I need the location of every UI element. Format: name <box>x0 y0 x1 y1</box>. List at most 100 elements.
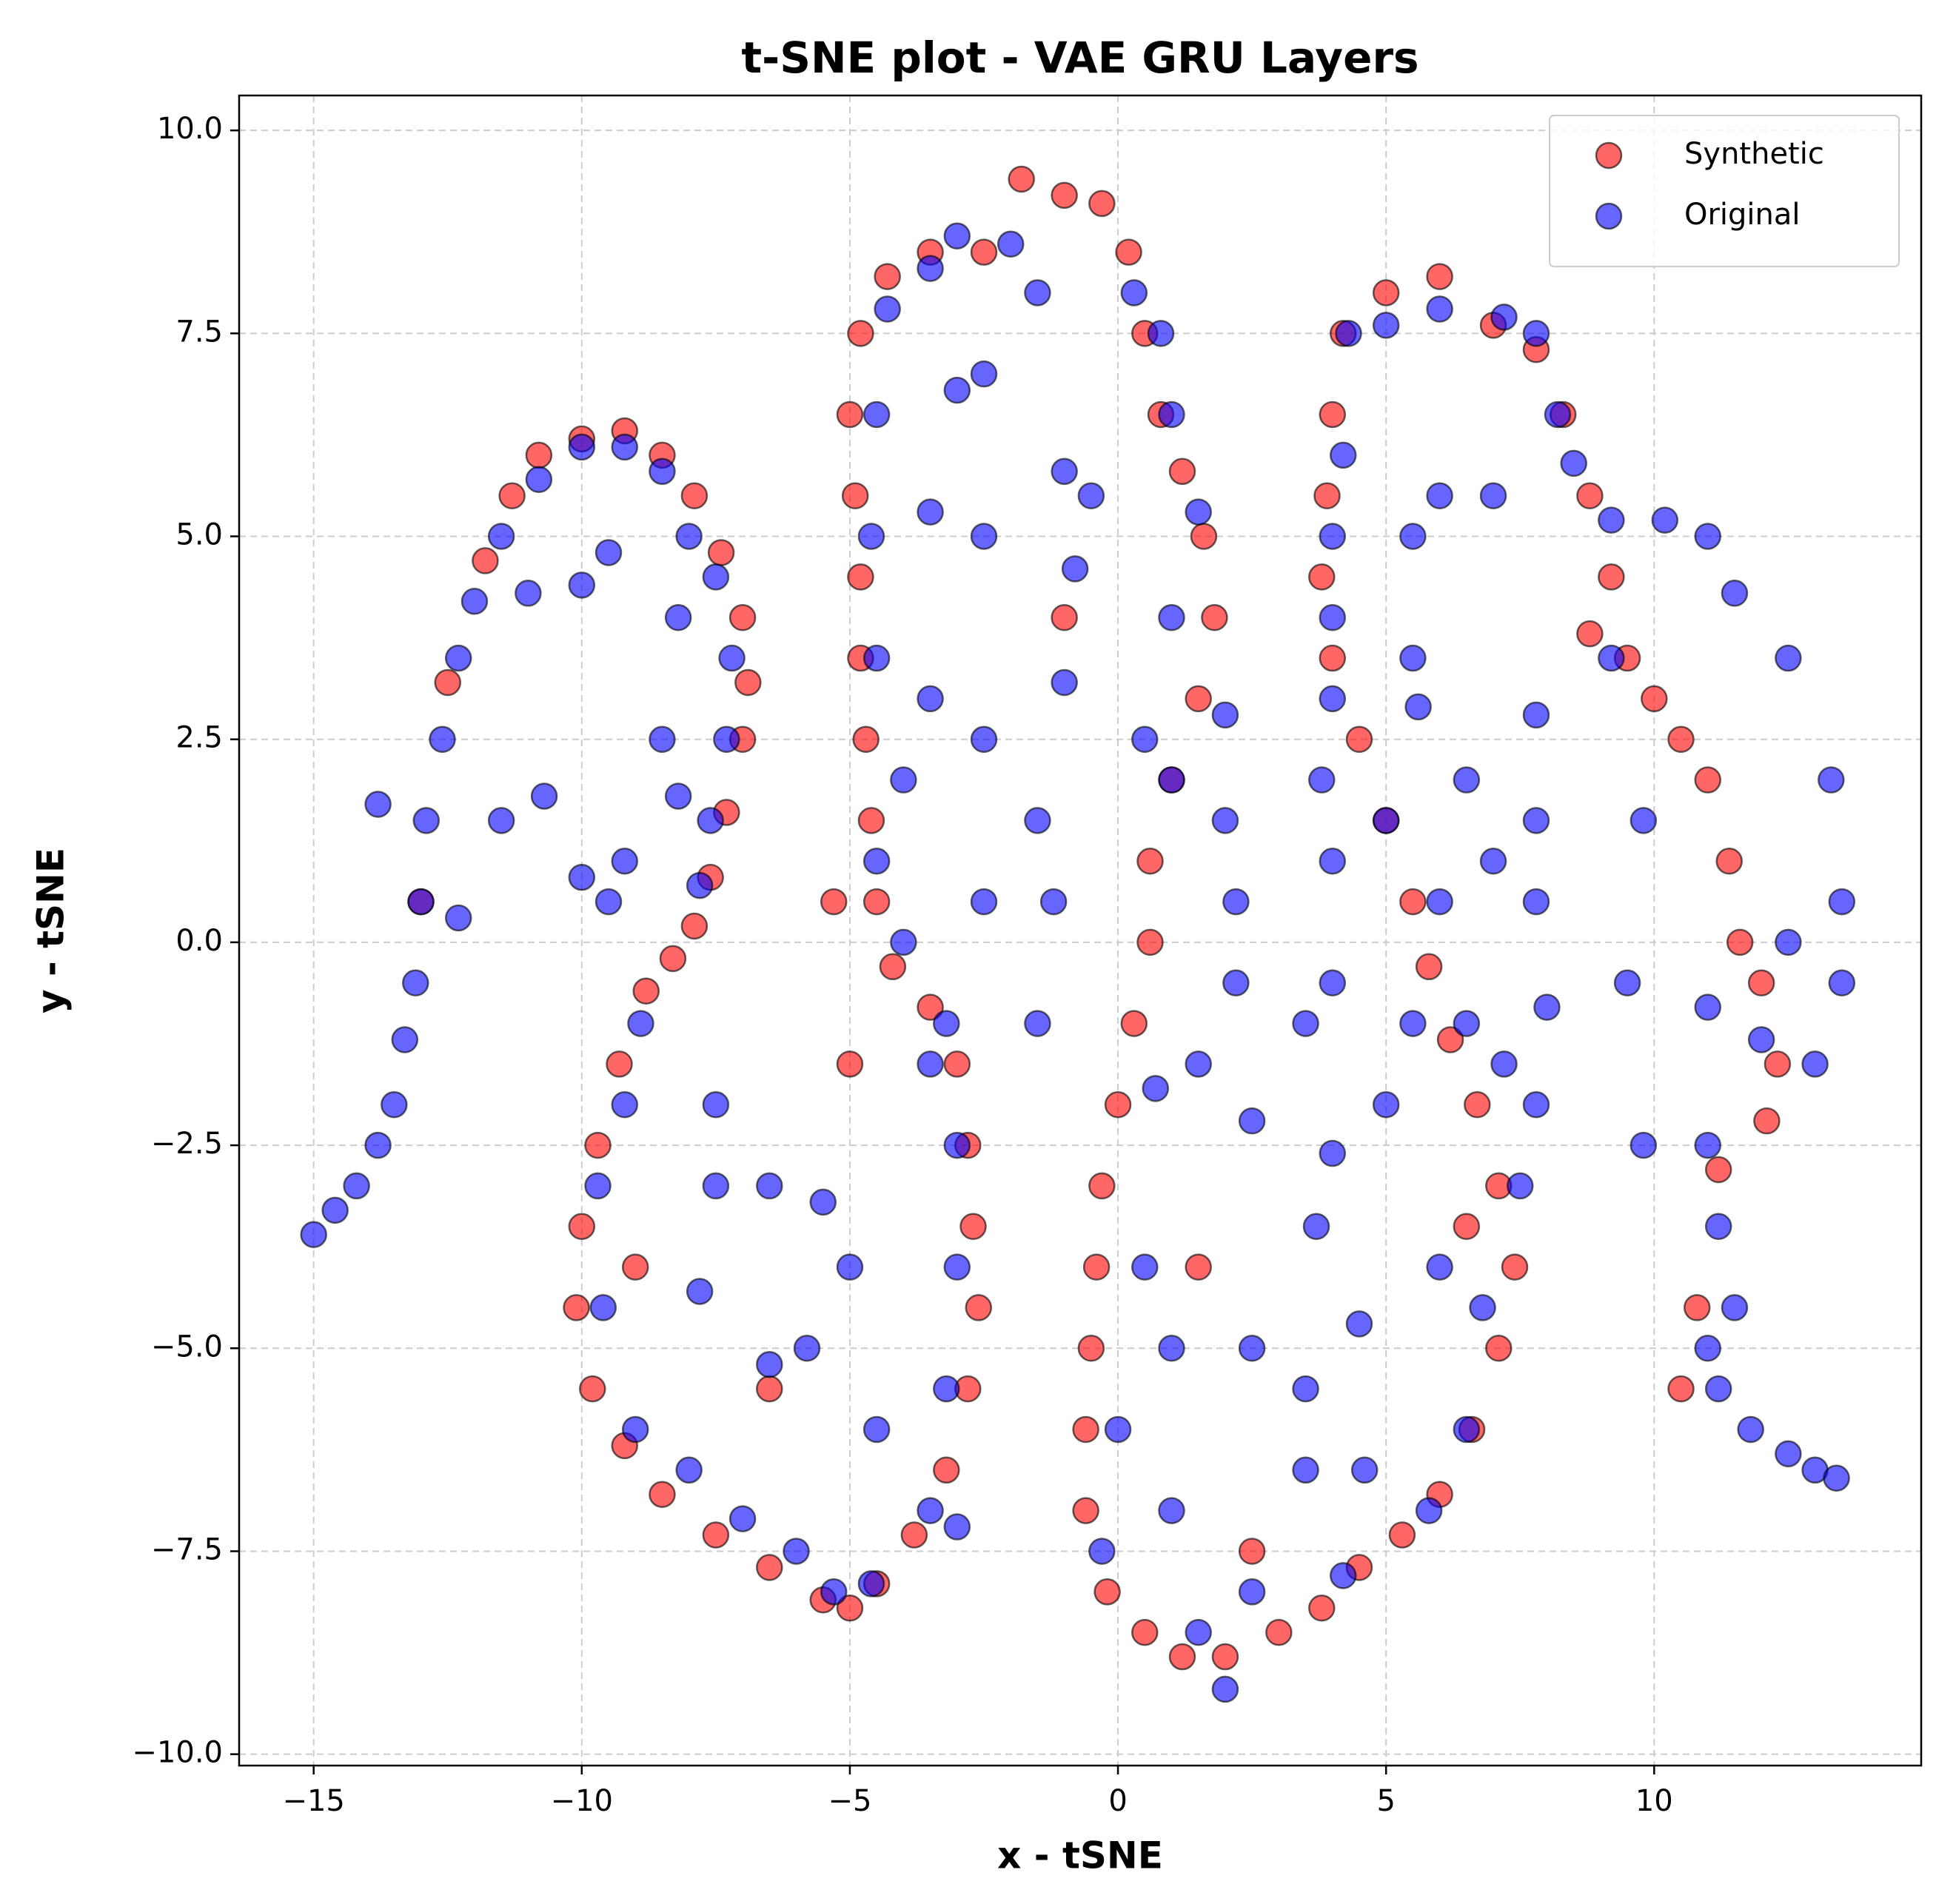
scatter-point <box>847 563 874 591</box>
scatter-point <box>847 320 874 347</box>
scatter-point <box>1426 888 1453 916</box>
scatter-point <box>697 807 724 834</box>
scatter-point <box>1120 279 1148 306</box>
scatter-point <box>664 782 692 810</box>
scatter-point <box>1372 807 1400 834</box>
scatter-point <box>1292 1010 1319 1037</box>
y-tick-label: 2.5 <box>175 721 223 755</box>
scatter-point <box>1077 482 1105 509</box>
scatter-point <box>621 1253 649 1281</box>
marks <box>300 165 1856 1703</box>
scatter-point <box>879 953 907 981</box>
scatter-point <box>444 904 472 932</box>
scatter-point <box>1131 1253 1159 1281</box>
scatter-point <box>718 644 746 672</box>
scatter-point <box>1507 1172 1534 1200</box>
scatter-point <box>1211 701 1239 729</box>
scatter-point <box>1667 725 1695 753</box>
scatter-point <box>343 1172 370 1200</box>
scatter-point <box>407 888 435 916</box>
scatter-point <box>756 1172 783 1200</box>
scatter-point <box>1238 1538 1266 1565</box>
scatter-point <box>364 791 392 818</box>
scatter-point <box>863 400 891 429</box>
scatter-point <box>836 400 864 429</box>
scatter-point <box>734 668 762 697</box>
scatter-point <box>1598 506 1625 534</box>
scatter-point <box>1629 1131 1658 1159</box>
scatter-point <box>852 725 880 753</box>
scatter-point <box>836 1253 864 1281</box>
scatter-point <box>487 523 515 550</box>
scatter-point <box>713 725 740 753</box>
scatter-point <box>1024 1010 1051 1037</box>
scatter-point <box>1388 1521 1416 1549</box>
scatter-point <box>965 1294 993 1321</box>
scatter-point <box>1404 693 1432 721</box>
y-tick-label: 10.0 <box>157 112 223 146</box>
scatter-point <box>627 1010 654 1037</box>
scatter-point <box>1715 847 1743 875</box>
scatter-point <box>1694 993 1721 1021</box>
scatter-point <box>1292 1375 1319 1403</box>
scatter-point <box>530 782 558 810</box>
scatter-point <box>1399 644 1427 672</box>
scatter-point <box>1008 165 1035 193</box>
scatter-point <box>1694 1335 1721 1362</box>
scatter-point <box>809 1188 837 1216</box>
scatter-point <box>1372 279 1400 306</box>
y-axis-label: y - tSNE <box>30 848 73 1013</box>
scatter-point <box>1201 603 1228 631</box>
scatter-point <box>1142 1075 1170 1102</box>
scatter-point <box>1704 1156 1732 1184</box>
scatter-point <box>594 888 623 916</box>
scatter-point <box>1158 1497 1185 1524</box>
scatter-point <box>1061 555 1089 583</box>
scatter-point <box>1598 644 1625 672</box>
scatter-point <box>1265 1618 1293 1646</box>
scatter-point <box>970 360 998 388</box>
scatter-point <box>756 1375 783 1403</box>
y-tick-label: −2.5 <box>151 1127 223 1161</box>
scatter-point <box>444 644 472 672</box>
scatter-point <box>728 1505 757 1532</box>
scatter-point <box>1522 807 1550 834</box>
scatter-point <box>917 255 944 282</box>
x-tick-label: −15 <box>282 1784 344 1818</box>
scatter-point <box>364 1131 392 1159</box>
scatter-point <box>1147 320 1175 347</box>
scatter-point <box>820 888 848 916</box>
scatter-point <box>1088 1538 1116 1565</box>
scatter-point <box>1490 304 1518 331</box>
scatter-point <box>1077 1335 1105 1362</box>
y-tick-label: −5.0 <box>151 1330 223 1364</box>
scatter-point <box>579 1375 606 1403</box>
scatter-point <box>429 725 456 753</box>
scatter-point <box>890 928 917 956</box>
scatter-point <box>917 993 944 1021</box>
scatter-point <box>1469 1294 1496 1321</box>
scatter-point <box>680 912 709 940</box>
scatter-point <box>820 1578 848 1606</box>
scatter-point <box>1292 1456 1319 1484</box>
scatter-point <box>611 1091 638 1119</box>
scatter-point <box>1753 1107 1781 1135</box>
scatter-point <box>1426 1253 1453 1281</box>
scatter-point <box>1426 295 1453 323</box>
plot-frame <box>238 94 1923 1767</box>
scatter-point <box>1072 1415 1099 1444</box>
scatter-point <box>1453 766 1481 794</box>
scatter-point <box>1238 1578 1266 1606</box>
scatter-point <box>1479 847 1507 875</box>
y-tick-label: −7.5 <box>151 1532 223 1566</box>
x-axis-label: x - tSNE <box>997 1834 1163 1877</box>
scatter-point <box>1828 888 1856 916</box>
scatter-point <box>498 482 526 509</box>
scatter-point <box>959 1213 987 1241</box>
scatter-point <box>611 847 638 875</box>
scatter-point <box>1350 1456 1379 1484</box>
scatter-point <box>1329 1562 1357 1589</box>
scatter-point <box>1704 1213 1732 1241</box>
scatter-point <box>1024 807 1051 834</box>
